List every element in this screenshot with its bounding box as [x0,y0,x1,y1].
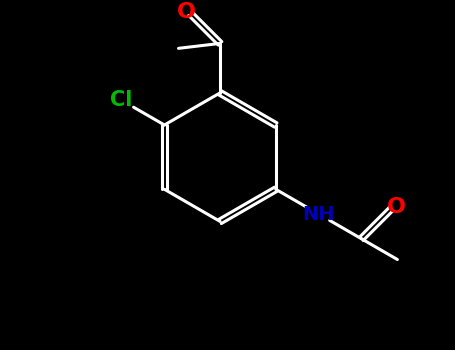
Text: NH: NH [302,204,335,224]
Text: O: O [177,2,196,22]
Text: Cl: Cl [111,90,133,110]
Text: O: O [387,197,405,217]
